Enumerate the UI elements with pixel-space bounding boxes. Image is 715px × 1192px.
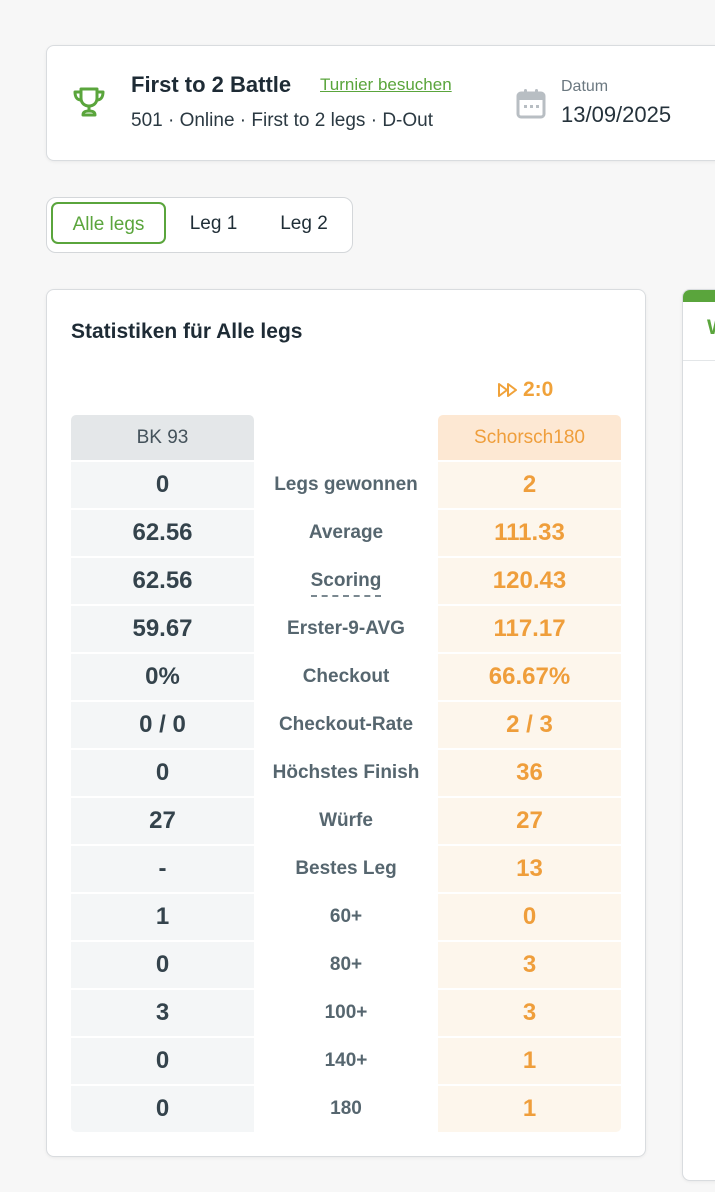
score-value: 2:0 (523, 378, 554, 401)
stat-value-left: 0 (71, 1038, 254, 1084)
stat-label: Checkout (302, 666, 390, 687)
stat-label: Erster-9-AVG (287, 618, 405, 639)
tournament-subtitle: 501 · Online · First to 2 legs · D-Out (131, 110, 433, 131)
stat-value-right: 27 (438, 798, 621, 844)
player-left-name: BK 93 (71, 415, 254, 460)
stat-value-right: 0 (438, 894, 621, 940)
stat-value-right: 36 (438, 750, 621, 796)
stat-value-right: 2 / 3 (438, 702, 621, 748)
stat-label: Checkout-Rate (278, 714, 414, 735)
stat-label: Würfe (319, 810, 373, 831)
stat-row: 0 Höchstes Finish 36 (71, 750, 621, 796)
stat-value-right: 111.33 (438, 510, 621, 556)
side-panel-title: W (707, 316, 715, 340)
stat-value-left: 0 (71, 462, 254, 508)
stat-label: Legs gewonnen (274, 474, 418, 495)
tournament-title: First to 2 Battle (131, 72, 292, 97)
stat-value-right: 13 (438, 846, 621, 892)
side-panel-card: W (682, 289, 715, 1181)
tab-alle-legs[interactable]: Alle legs (51, 202, 166, 244)
trophy-icon (71, 84, 107, 120)
stat-row: 0% Checkout 66.67% (71, 654, 621, 700)
statistics-card: Statistiken für Alle legs 2:0 BK 93 Scho… (46, 289, 646, 1157)
stat-value-right: 3 (438, 990, 621, 1036)
stat-row: 0 140+ 1 (71, 1038, 621, 1084)
player-right-name: Schorsch180 (438, 415, 621, 460)
side-panel-accent-bar (683, 290, 715, 302)
stat-value-left: 0 (71, 1086, 254, 1132)
stat-label: Höchstes Finish (272, 762, 420, 783)
calendar-icon (515, 88, 547, 120)
stat-row: 3 100+ 3 (71, 990, 621, 1036)
date-label: Datum (561, 78, 609, 95)
visit-tournament-link[interactable]: Turnier besuchen (320, 75, 452, 94)
stat-value-left: 59.67 (71, 606, 254, 652)
stat-value-left: 27 (71, 798, 254, 844)
stat-label: Bestes Leg (295, 858, 397, 879)
stat-value-left: 3 (71, 990, 254, 1036)
statistics-title: Statistiken für Alle legs (71, 320, 303, 343)
stat-value-left: 0 / 0 (71, 702, 254, 748)
fast-forward-icon (498, 383, 517, 397)
stat-value-right: 117.17 (438, 606, 621, 652)
tab-leg-1[interactable]: Leg 1 (189, 213, 238, 234)
stat-label: Scoring (254, 558, 438, 604)
stat-row: 0 180 1 (71, 1086, 621, 1132)
stat-value-right: 3 (438, 942, 621, 988)
tab-leg-2[interactable]: Leg 2 (280, 213, 328, 234)
match-score: 2:0 (497, 378, 553, 402)
date-value: 13/09/2025 (561, 102, 672, 127)
stat-value-left: 62.56 (71, 558, 254, 604)
stat-row: 0 80+ 3 (71, 942, 621, 988)
stat-row: 62.56 Average 111.33 (71, 510, 621, 556)
leg-tabs: Alle legs Leg 1 Leg 2 (46, 197, 353, 253)
stat-label: 100+ (324, 1002, 368, 1023)
stat-label: 80+ (329, 954, 363, 975)
stat-row: - Bestes Leg 13 (71, 846, 621, 892)
stat-value-right: 2 (438, 462, 621, 508)
stat-value-right: 66.67% (438, 654, 621, 700)
stat-label: Average (308, 522, 384, 543)
stat-value-left: 1 (71, 894, 254, 940)
stat-row: 0 Legs gewonnen 2 (71, 462, 621, 508)
stat-value-left: 0 (71, 942, 254, 988)
stat-value-right: 120.43 (438, 558, 621, 604)
stat-value-left: 0% (71, 654, 254, 700)
stat-label: 140+ (324, 1050, 368, 1071)
tournament-header-card: First to 2 Battle Turnier besuchen 501 ·… (46, 45, 715, 161)
stat-value-left: 62.56 (71, 510, 254, 556)
stat-label-text[interactable]: Scoring (310, 568, 382, 597)
stat-row: 59.67 Erster-9-AVG 117.17 (71, 606, 621, 652)
stat-value-right: 1 (438, 1086, 621, 1132)
stat-row: 27 Würfe 27 (71, 798, 621, 844)
stat-value-right: 1 (438, 1038, 621, 1084)
stat-value-left: - (71, 846, 254, 892)
side-panel-divider (683, 360, 715, 361)
stat-label: 60+ (329, 906, 363, 927)
stat-value-left: 0 (71, 750, 254, 796)
stat-label: 180 (330, 1098, 362, 1119)
stat-row: 62.56 Scoring 120.43 (71, 558, 621, 604)
stat-row: 1 60+ 0 (71, 894, 621, 940)
stat-row: 0 / 0 Checkout-Rate 2 / 3 (71, 702, 621, 748)
